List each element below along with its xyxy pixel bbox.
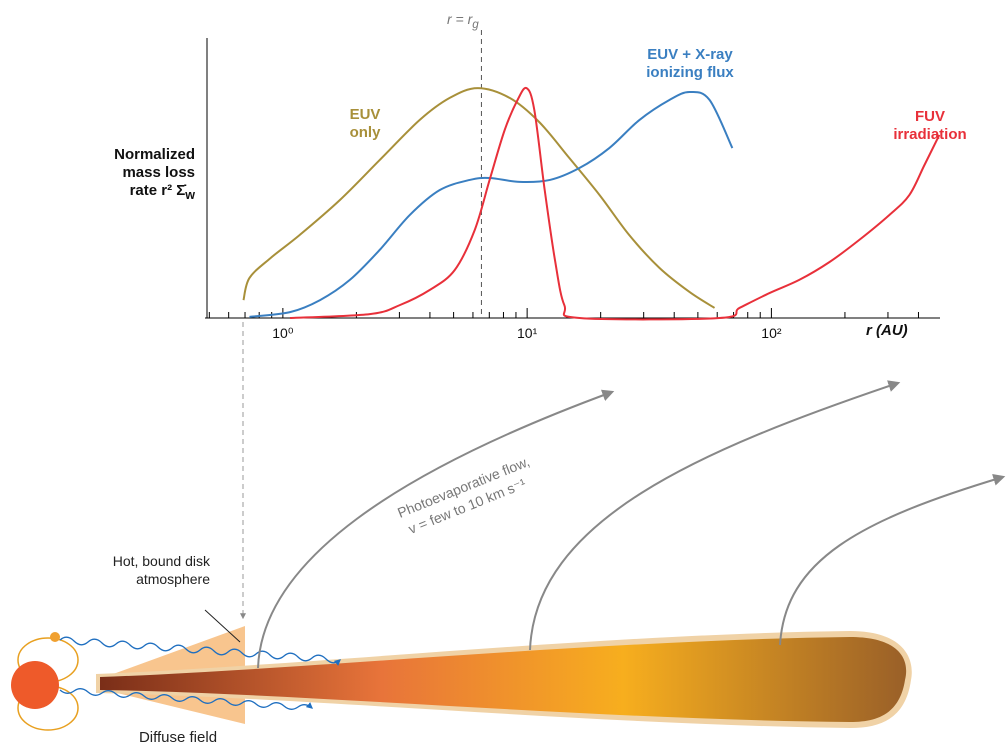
series-label: EUV + X-ray ionizing flux xyxy=(620,46,760,82)
x-tick-label: 10² xyxy=(761,325,782,341)
annotation-subscript: g xyxy=(472,18,478,31)
flow-arrow xyxy=(780,477,1003,645)
diffuse-label: Diffuse field xyxy=(139,729,217,746)
flow-arrow xyxy=(530,383,898,650)
y-axis-label-subscript: w xyxy=(185,188,195,202)
annotation: r = rg xyxy=(447,10,479,34)
x-tick-label: 10⁰ xyxy=(272,325,294,341)
x-axis-label: r (AU) xyxy=(866,322,908,340)
flow-label: Photoevaporative flow, v = few to 10 km … xyxy=(395,453,539,538)
y-axis-label-text: Normalized mass loss rate r² Σ̇ xyxy=(114,146,195,199)
series-label: FUV irradiation xyxy=(880,108,980,144)
diagram: Photoevaporative flow, v = few to 10 km … xyxy=(11,322,1003,746)
atmosphere-label: Hot, bound disk atmosphere xyxy=(40,552,210,588)
figure: Photoevaporative flow, v = few to 10 km … xyxy=(0,0,1008,750)
x-tick-label: 10¹ xyxy=(517,325,538,341)
annotation-text: r = r xyxy=(447,11,472,27)
series-label: EUV only xyxy=(320,106,410,142)
star xyxy=(11,661,59,709)
series-line xyxy=(243,88,714,308)
chart: Photoevaporative flow, v = few to 10 km … xyxy=(0,0,1008,750)
y-axis-label: Normalized mass loss rate r² Σ̇w xyxy=(40,146,195,204)
hot-spot xyxy=(50,632,60,642)
flow-arrow xyxy=(258,392,612,668)
